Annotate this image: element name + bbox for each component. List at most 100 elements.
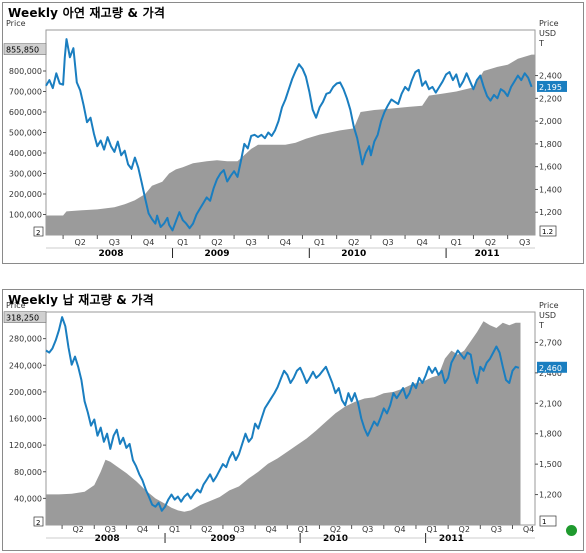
zinc-stock-area <box>46 54 535 235</box>
lead-right-axis-title: T <box>538 321 544 330</box>
zinc-quarter-label: Q4 <box>143 238 154 247</box>
lead-quarter-label: Q3 <box>491 525 502 534</box>
zinc-right-tick-label: 1,200 <box>539 208 562 217</box>
lead-quarter-label: Q1 <box>169 525 180 534</box>
zinc-year-label: 2011 <box>475 249 500 259</box>
lead-left-tick-label: 160,000 <box>9 415 42 424</box>
lead-right-tick-label: 2,100 <box>539 399 562 408</box>
zinc-right-tick-label: 2,200 <box>539 94 562 103</box>
status-dot-icon <box>566 525 577 536</box>
zinc-quarter-label: Q2 <box>75 238 86 247</box>
lead-corner-left-label: 2 <box>36 519 40 527</box>
lead-price-line <box>45 316 520 512</box>
zinc-right-tick-label: 1,800 <box>539 140 562 149</box>
lead-quarter-label: Q1 <box>298 525 309 534</box>
zinc-corner-right-box <box>539 225 557 237</box>
lead-right-tick-label: 1,800 <box>539 430 562 439</box>
zinc-last-price-badge <box>537 80 567 92</box>
zinc-year-label: 2008 <box>98 249 123 259</box>
lead-corner-right-box <box>539 515 557 527</box>
zinc-quarter-label: Q3 <box>382 238 393 247</box>
zinc-right-tick-label: 2,400 <box>539 72 562 81</box>
lead-chart-panel: Weekly 납 재고량 & 가격 Price Price USD T 40,000 80… <box>0 287 586 553</box>
zinc-last-price-label: 2,195 <box>539 83 562 92</box>
zinc-left-tick-label: 400,000 <box>9 149 42 158</box>
lead-quarter-label: Q3 <box>362 525 373 534</box>
lead-right-tick-label: 1,200 <box>539 491 562 500</box>
lead-quarter-label: Q2 <box>201 525 212 534</box>
lead-quarter-label: Q2 <box>72 525 83 534</box>
zinc-left-tick-label: 300,000 <box>9 170 42 179</box>
zinc-right-tick-label: 1,600 <box>539 163 562 172</box>
lead-quarter-label: Q4 <box>266 525 277 534</box>
lead-year-label: 2011 <box>439 534 464 544</box>
lead-left-tick-label: 280,000 <box>9 335 42 344</box>
zinc-chart-panel: Weekly 아연 재고량 & 가격 Price Price USD T 100,000… <box>0 0 586 266</box>
lead-right-axis-title: USD <box>539 311 556 320</box>
zinc-left-tick-label: 500,000 <box>9 129 42 138</box>
zinc-left-tick-label: 700,000 <box>9 88 42 97</box>
zinc-quarter-label: Q4 <box>416 238 427 247</box>
lead-quarter-label: Q2 <box>330 525 341 534</box>
lead-stock-area <box>46 321 521 525</box>
zinc-year-label: 2010 <box>341 249 366 259</box>
zinc-left-axis-title: Price <box>6 19 26 28</box>
lead-right-tick-label: 2,700 <box>539 338 562 347</box>
zinc-year-label: 2009 <box>204 249 229 259</box>
lead-year-label: 2008 <box>95 534 120 544</box>
lead-chart-svg: Price PriceUSDT40,00080,000120,000160,000… <box>3 301 567 544</box>
zinc-right-axis-title: T <box>538 39 544 48</box>
zinc-quarter-label: Q2 <box>348 238 359 247</box>
lead-quarter-label: Q4 <box>137 525 148 534</box>
lead-left-tick-label: 40,000 <box>14 494 42 503</box>
zinc-chart-title: Weekly 아연 재고량 & 가격 <box>8 6 166 20</box>
zinc-quarter-label: Q1 <box>451 238 462 247</box>
zinc-last-stock-label: 855,850 <box>6 46 39 55</box>
lead-left-tick-label: 200,000 <box>9 388 42 397</box>
zinc-chart-svg: Price PriceUSDT100,000200,000300,000400,0… <box>3 19 567 259</box>
zinc-right-tick-label: 1,400 <box>539 185 562 194</box>
lead-left-tick-label: 80,000 <box>14 468 42 477</box>
zinc-right-axis-title: Price <box>539 19 559 28</box>
lead-quarter-label: Q3 <box>105 525 116 534</box>
zinc-quarter-label: Q3 <box>245 238 256 247</box>
lead-quarter-label: Q4 <box>523 525 534 534</box>
lead-right-tick-label: 2,400 <box>539 369 562 378</box>
lead-quarter-label: Q1 <box>426 525 437 534</box>
zinc-quarter-label: Q4 <box>280 238 291 247</box>
zinc-right-axis-title: USD <box>539 29 556 38</box>
zinc-corner-left-label: 2 <box>36 229 40 237</box>
zinc-price-line <box>45 38 533 232</box>
lead-corner-left-box <box>33 516 44 527</box>
zinc-right-tick-label: 2,000 <box>539 117 562 126</box>
lead-last-stock-label: 318,250 <box>6 314 39 323</box>
lead-year-label: 2009 <box>210 534 235 544</box>
lead-last-stock-badge <box>3 311 47 323</box>
zinc-quarter-label: Q3 <box>519 238 530 247</box>
zinc-left-tick-label: 200,000 <box>9 190 42 199</box>
zinc-quarter-label: Q2 <box>485 238 496 247</box>
lead-chart-title: Weekly 납 재고량 & 가격 <box>8 293 154 307</box>
lead-right-tick-label: 1,500 <box>539 460 562 469</box>
lead-quarter-label: Q2 <box>459 525 470 534</box>
lead-year-label: 2010 <box>323 534 348 544</box>
lead-left-axis-title: Price <box>6 301 26 310</box>
lead-left-tick-label: 120,000 <box>9 441 42 450</box>
lead-left-tick-label: 240,000 <box>9 361 42 370</box>
zinc-quarter-label: Q2 <box>211 238 222 247</box>
lead-corner-right-label: 1 <box>542 518 546 526</box>
zinc-corner-right-label: 1.2 <box>542 228 553 236</box>
zinc-quarter-label: Q1 <box>177 238 188 247</box>
lead-right-axis-title: Price <box>539 301 559 310</box>
zinc-corner-left-box <box>33 226 44 237</box>
lead-quarter-label: Q3 <box>233 525 244 534</box>
zinc-quarter-label: Q3 <box>109 238 120 247</box>
zinc-left-tick-label: 100,000 <box>9 211 42 220</box>
lead-last-price-badge <box>537 361 567 373</box>
zinc-left-tick-label: 600,000 <box>9 108 42 117</box>
lead-last-price-label: 2,460 <box>539 364 562 373</box>
zinc-quarter-label: Q1 <box>314 238 325 247</box>
zinc-left-tick-label: 800,000 <box>9 67 42 76</box>
zinc-last-stock-badge <box>3 43 47 55</box>
lead-quarter-label: Q4 <box>394 525 405 534</box>
